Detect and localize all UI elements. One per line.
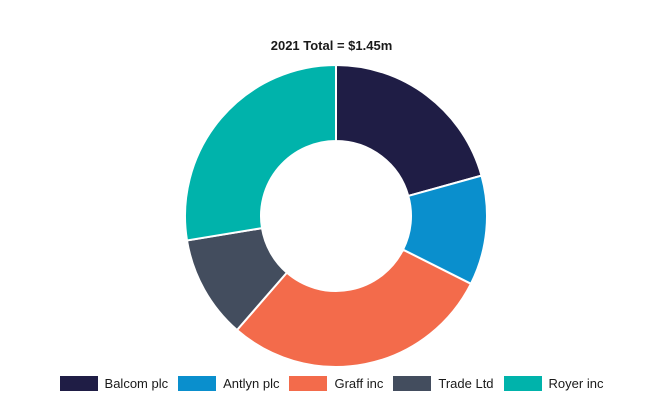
legend-label: Graff inc	[334, 376, 384, 391]
donut-slice-balcom-plc[interactable]	[335, 63, 483, 198]
legend-label: Royer inc	[548, 376, 604, 391]
chart-legend: Balcom plc Antlyn plc Graff inc Trade Ltd Ro…	[0, 376, 663, 391]
legend-label: Antlyn plc	[223, 376, 280, 391]
legend-label: Trade Ltd	[438, 376, 494, 391]
legend-item-antlyn-plc[interactable]: Antlyn plc	[178, 376, 279, 391]
legend-swatch	[59, 376, 98, 391]
donut-slice-graff-inc[interactable]	[235, 248, 473, 368]
donut-slice-royer-inc[interactable]	[184, 63, 337, 242]
legend-swatch	[503, 376, 542, 391]
legend-swatch	[178, 376, 217, 391]
legend-swatch	[289, 376, 328, 391]
legend-item-royer-inc[interactable]: Royer inc	[503, 376, 604, 391]
legend-swatch	[393, 376, 432, 391]
legend-item-balcom-plc[interactable]: Balcom plc	[59, 376, 169, 391]
legend-item-graff-inc[interactable]: Graff inc	[289, 376, 383, 391]
chart-title: 2021 Total = $1.45m	[270, 38, 393, 53]
legend-label: Balcom plc	[104, 376, 169, 391]
legend-item-trade-ltd[interactable]: Trade Ltd	[393, 376, 494, 391]
